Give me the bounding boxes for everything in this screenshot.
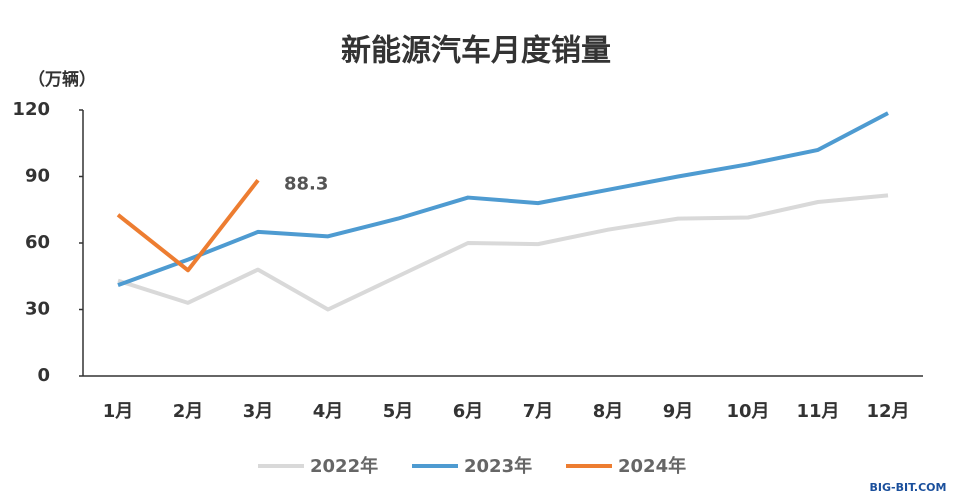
legend-label: 2024年 (618, 455, 686, 477)
legend-label: 2023年 (464, 455, 532, 477)
x-tick-label: 12月 (866, 401, 909, 422)
y-tick-label: 60 (25, 232, 50, 253)
x-tick-label: 5月 (383, 401, 414, 422)
y-tick-label: 30 (25, 299, 50, 320)
y-axis-label: （万辆） (28, 69, 96, 90)
x-tick-label: 2月 (173, 401, 204, 422)
x-tick-label: 3月 (243, 401, 274, 422)
data-label: 88.3 (284, 173, 328, 194)
series-line (117, 193, 889, 312)
x-tick-label: 4月 (313, 401, 344, 422)
y-tick-label: 90 (25, 166, 50, 187)
x-tick-label: 8月 (593, 401, 624, 422)
y-tick-label: 120 (12, 99, 50, 120)
x-tick-label: 6月 (453, 401, 484, 422)
logo: BIG-BIT.COM (870, 481, 947, 494)
chart-title: 新能源汽车月度销量 (341, 34, 611, 69)
legend-label: 2022年 (310, 455, 378, 477)
x-tick-label: 1月 (103, 401, 134, 422)
x-tick-label: 7月 (523, 401, 554, 422)
x-tick-label: 10月 (726, 401, 769, 422)
series-line (116, 179, 260, 273)
y-tick-label: 0 (37, 365, 50, 386)
x-tick-label: 11月 (796, 401, 839, 422)
series-line (117, 111, 889, 287)
x-tick-label: 9月 (663, 401, 694, 422)
